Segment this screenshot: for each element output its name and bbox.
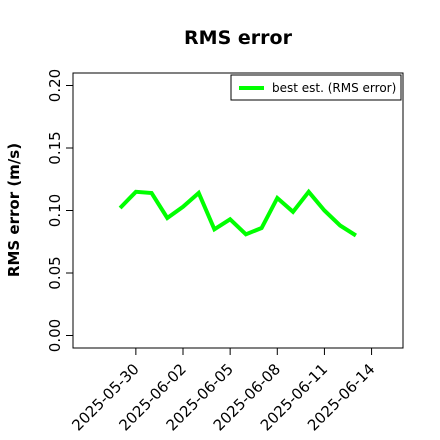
y-tick-label: 0.15 bbox=[46, 131, 64, 164]
plot-frame bbox=[72, 72, 404, 349]
legend: best est. (RMS error) bbox=[230, 74, 402, 101]
y-tick-label: 0.10 bbox=[46, 194, 64, 227]
chart-title: RMS error bbox=[184, 27, 293, 49]
series-layer bbox=[118, 188, 357, 238]
x-axis-ticks: 2025-05-302025-06-022025-06-052025-06-08… bbox=[68, 348, 378, 434]
y-tick-label: 0.00 bbox=[46, 319, 64, 352]
legend-entry: best est. (RMS error) bbox=[272, 81, 396, 95]
series-line-0 bbox=[118, 188, 357, 238]
y-axis-label: RMS error (m/s) bbox=[5, 143, 23, 277]
y-tick-label: 0.05 bbox=[46, 256, 64, 289]
y-tick-label: 0.20 bbox=[46, 69, 64, 102]
y-axis-ticks: 0.00 0.05 0.10 0.15 0.20 bbox=[46, 69, 73, 352]
